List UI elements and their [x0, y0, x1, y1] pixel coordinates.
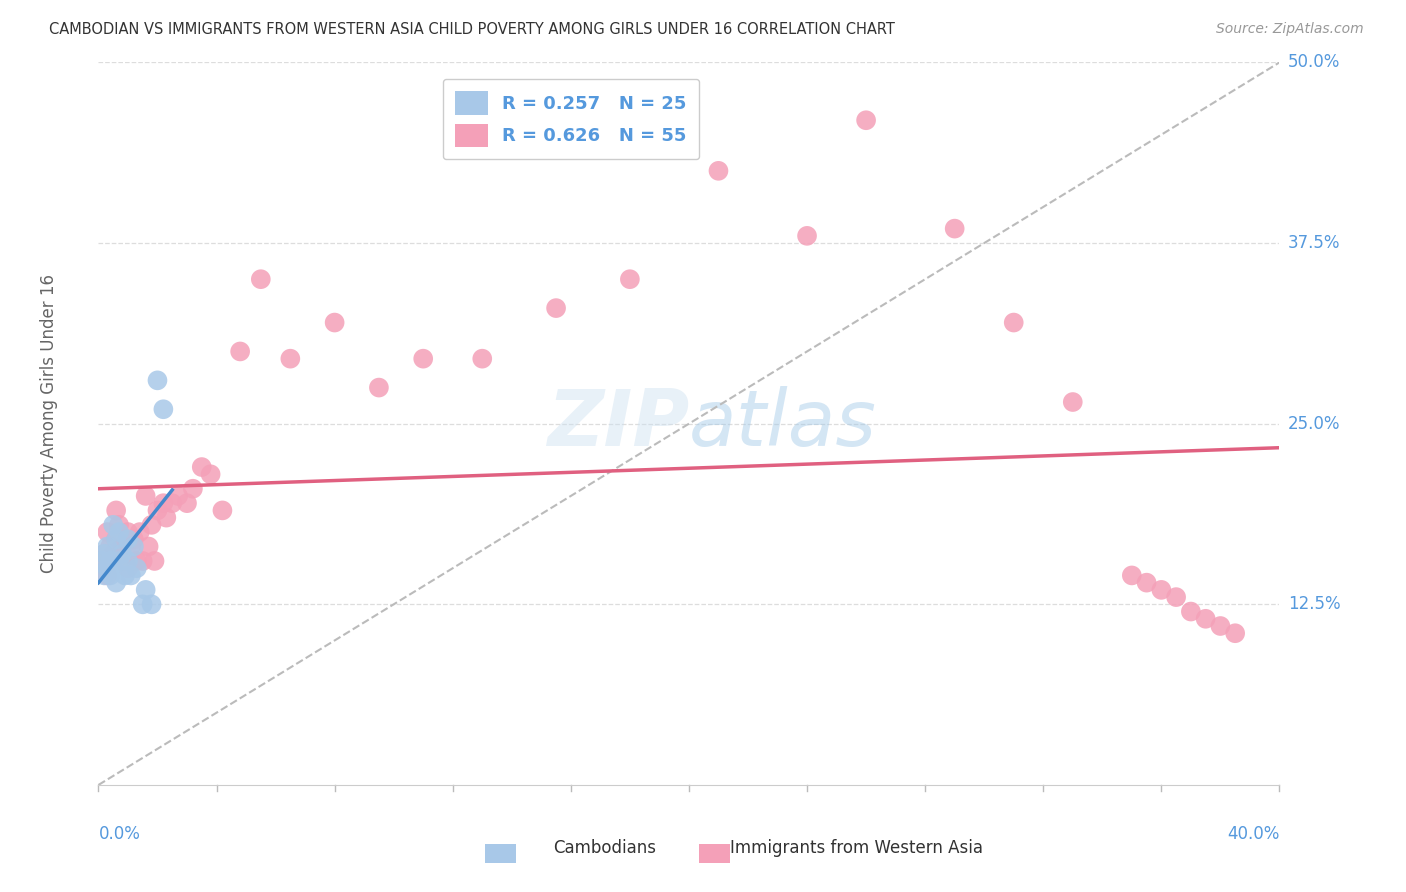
Point — [1062, 395, 1084, 409]
Point — [103, 561, 125, 575]
Point — [111, 547, 134, 561]
Point — [135, 582, 157, 597]
Text: CAMBODIAN VS IMMIGRANTS FROM WESTERN ASIA CHILD POVERTY AMONG GIRLS UNDER 16 COR: CAMBODIAN VS IMMIGRANTS FROM WESTERN ASI… — [49, 22, 896, 37]
Point — [141, 517, 163, 532]
Point — [120, 568, 142, 582]
Point — [90, 554, 112, 568]
Point — [181, 482, 204, 496]
Point — [412, 351, 434, 366]
Text: 25.0%: 25.0% — [1288, 415, 1340, 433]
Point — [323, 316, 346, 330]
Text: 50.0%: 50.0% — [1288, 54, 1340, 71]
Point — [176, 496, 198, 510]
Point — [368, 380, 391, 394]
Point — [146, 373, 169, 387]
Legend: R = 0.257   N = 25, R = 0.626   N = 55: R = 0.257 N = 25, R = 0.626 N = 55 — [443, 78, 699, 160]
Point — [108, 554, 131, 568]
Point — [108, 517, 131, 532]
Text: 12.5%: 12.5% — [1288, 595, 1340, 614]
Point — [96, 524, 118, 539]
Text: ZIP: ZIP — [547, 385, 689, 462]
Point — [619, 272, 641, 286]
Point — [1166, 590, 1188, 604]
Point — [114, 554, 136, 568]
Point — [162, 496, 183, 510]
Point — [120, 540, 142, 554]
Point — [1121, 568, 1143, 582]
Point — [117, 561, 139, 575]
Point — [105, 575, 128, 590]
Point — [1150, 582, 1173, 597]
Point — [117, 554, 139, 568]
Point — [117, 533, 139, 547]
Point — [1195, 612, 1218, 626]
Point — [103, 547, 125, 561]
Text: 37.5%: 37.5% — [1288, 234, 1340, 252]
Point — [105, 533, 128, 547]
Point — [105, 533, 128, 547]
Point — [105, 503, 128, 517]
Point — [141, 598, 163, 612]
Point — [143, 554, 166, 568]
Point — [98, 540, 121, 554]
Point — [98, 554, 121, 568]
Point — [200, 467, 222, 482]
Point — [135, 489, 157, 503]
Point — [546, 301, 568, 315]
Point — [122, 533, 145, 547]
Point — [93, 547, 115, 561]
Point — [1225, 626, 1247, 640]
Point — [132, 554, 155, 568]
Point — [96, 561, 118, 575]
Point — [138, 540, 160, 554]
Point — [471, 351, 494, 366]
Point — [98, 568, 121, 582]
Point — [128, 524, 150, 539]
Point — [1180, 605, 1202, 619]
Point — [152, 496, 174, 510]
Point — [1209, 619, 1232, 633]
Point — [796, 228, 818, 243]
Point — [155, 510, 177, 524]
Text: Cambodians: Cambodians — [553, 839, 657, 857]
Text: Immigrants from Western Asia: Immigrants from Western Asia — [730, 839, 983, 857]
Point — [1136, 575, 1159, 590]
Text: 0.0%: 0.0% — [98, 825, 141, 843]
Point — [191, 460, 214, 475]
Point — [103, 517, 125, 532]
Text: 40.0%: 40.0% — [1227, 825, 1279, 843]
Text: Child Poverty Among Girls Under 16: Child Poverty Among Girls Under 16 — [39, 274, 58, 574]
Text: atlas: atlas — [689, 385, 877, 462]
Point — [146, 503, 169, 517]
Point — [125, 554, 148, 568]
Point — [108, 524, 131, 539]
Point — [855, 113, 877, 128]
Point — [111, 540, 134, 554]
Point — [125, 561, 148, 575]
Point — [1002, 316, 1025, 330]
Point — [96, 540, 118, 554]
Point — [152, 402, 174, 417]
Point — [167, 489, 190, 503]
Text: Source: ZipAtlas.com: Source: ZipAtlas.com — [1216, 22, 1364, 37]
Point — [943, 221, 966, 235]
Point — [250, 272, 273, 286]
Point — [229, 344, 252, 359]
Point — [93, 547, 115, 561]
Point — [90, 554, 112, 568]
Point — [114, 568, 136, 582]
Point — [132, 598, 155, 612]
Point — [707, 164, 730, 178]
Point — [122, 540, 145, 554]
Point — [280, 351, 302, 366]
Point — [93, 568, 115, 582]
Point — [211, 503, 233, 517]
Point — [96, 568, 118, 582]
Point — [117, 524, 139, 539]
